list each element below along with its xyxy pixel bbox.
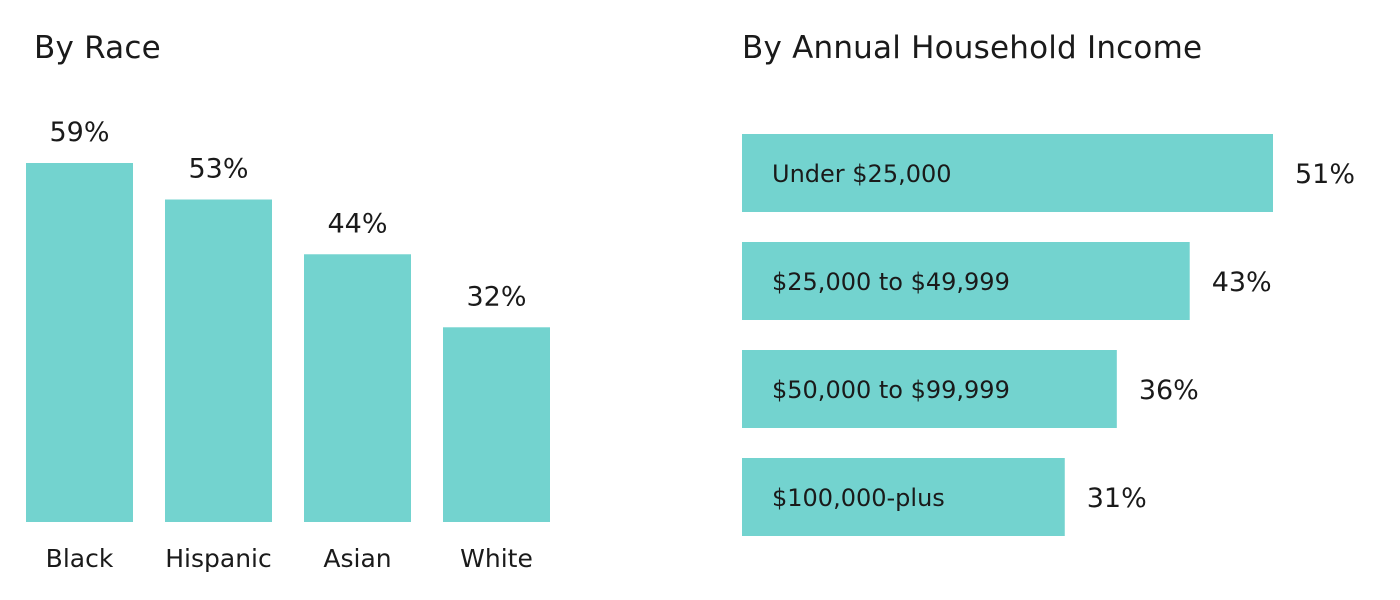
income-chart-title: By Annual Household Income bbox=[742, 30, 1203, 66]
category-label-50-000-to-99-999: $50,000 to $99,999 bbox=[772, 376, 1010, 404]
category-label-hispanic: Hispanic bbox=[165, 544, 272, 573]
value-label-100-000-plus: 31% bbox=[1087, 483, 1147, 514]
bar-50-000-to-99-999 bbox=[742, 350, 1117, 428]
bar-white bbox=[443, 327, 550, 522]
bar-100-000-plus bbox=[742, 458, 1065, 536]
bar-25-000-to-49-999 bbox=[742, 242, 1190, 320]
category-label-under-25-000: Under $25,000 bbox=[772, 160, 952, 188]
value-label-black: 59% bbox=[49, 117, 109, 148]
value-label-under-25-000: 51% bbox=[1295, 159, 1355, 190]
value-label-hispanic: 53% bbox=[188, 154, 248, 185]
category-label-asian: Asian bbox=[323, 544, 391, 573]
value-label-25-000-to-49-999: 43% bbox=[1212, 267, 1272, 298]
bar-hispanic bbox=[165, 199, 272, 522]
category-label-25-000-to-49-999: $25,000 to $49,999 bbox=[772, 268, 1010, 296]
value-label-50-000-to-99-999: 36% bbox=[1139, 375, 1199, 406]
category-label-black: Black bbox=[46, 544, 114, 573]
bar-black bbox=[26, 163, 133, 522]
value-label-white: 32% bbox=[466, 281, 526, 312]
bar-under-25-000 bbox=[742, 134, 1273, 212]
race-bar-chart: 59% Black 53% Hispanic 44% Asian 32% White bbox=[26, 117, 550, 573]
category-label-white: White bbox=[460, 544, 533, 573]
value-label-asian: 44% bbox=[327, 208, 387, 239]
bar-asian bbox=[304, 254, 411, 522]
race-chart-title: By Race bbox=[34, 30, 161, 66]
category-label-100-000-plus: $100,000-plus bbox=[772, 484, 945, 512]
